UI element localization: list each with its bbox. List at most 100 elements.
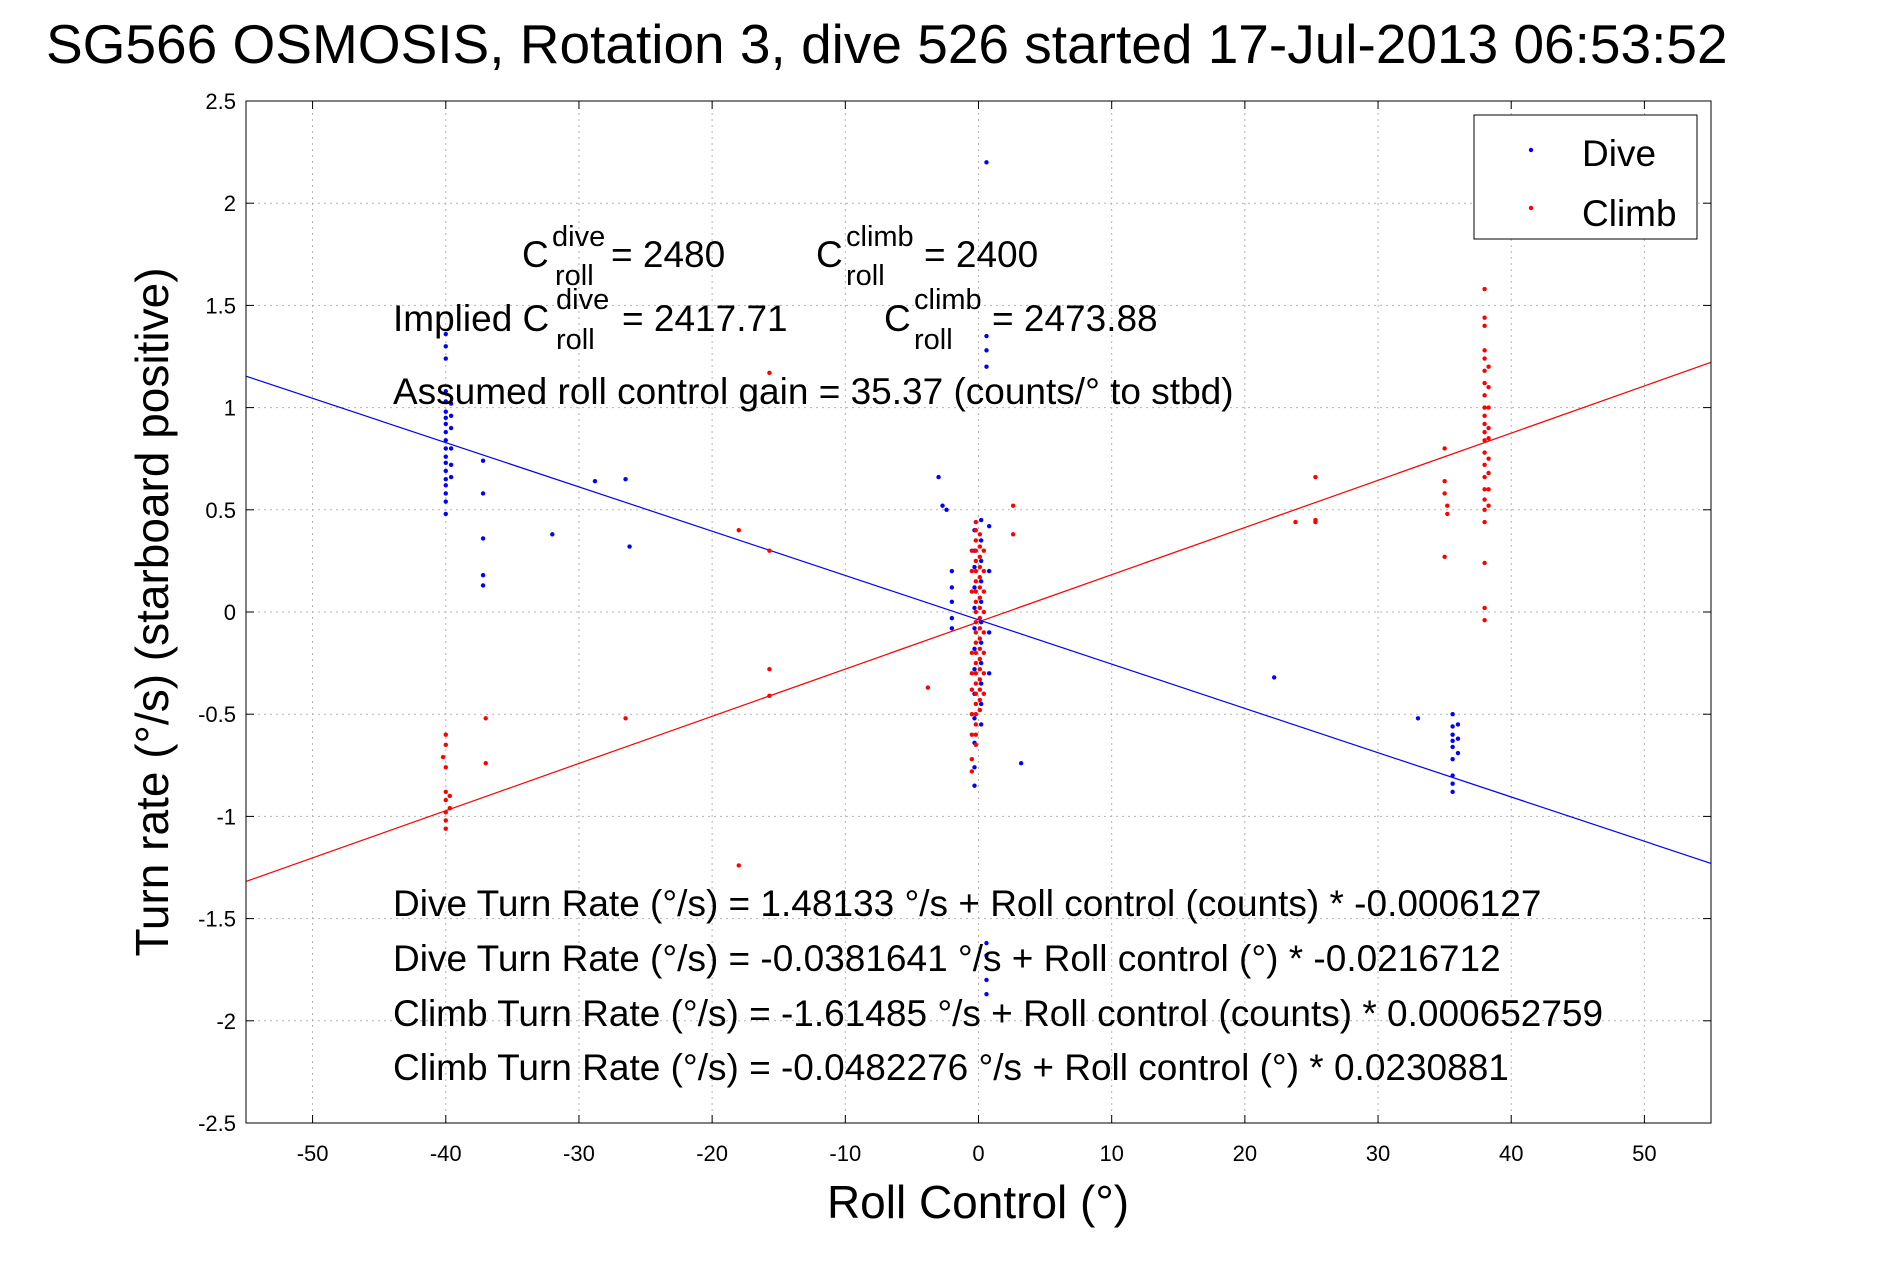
dive-point xyxy=(443,399,448,404)
dive-point xyxy=(443,468,448,474)
climb-point xyxy=(1482,380,1487,386)
gain-annotation: Assumed roll control gain = 35.37 (count… xyxy=(393,371,1234,412)
dive-point xyxy=(443,415,448,421)
y-tick-label: -0.5 xyxy=(198,702,236,727)
climb-point xyxy=(973,519,979,525)
climb-point xyxy=(977,585,983,590)
dive-point xyxy=(550,532,555,537)
dive-point xyxy=(984,348,989,353)
equation-climb-counts: Climb Turn Rate (°/s) = -1.61485 °/s + R… xyxy=(393,993,1603,1034)
climb-point xyxy=(969,548,975,553)
climb-point xyxy=(969,732,975,737)
climb-point xyxy=(977,605,983,611)
implied-climb-label: C xyxy=(884,298,911,339)
dive-point xyxy=(986,523,992,529)
climb-point xyxy=(977,697,983,703)
dive-point xyxy=(1450,744,1455,750)
dive-point xyxy=(972,765,977,770)
axis-ticks: -50 -40 -30 -20 -10 0 10 20 30 40 50 2.5 2 1.5 1 0.5 0 -0… xyxy=(198,89,1711,1166)
climb-point xyxy=(1482,617,1487,623)
x-tick-label: -30 xyxy=(563,1141,595,1166)
climb-point xyxy=(977,615,983,621)
dive-point xyxy=(949,615,955,621)
climb-point xyxy=(977,667,983,672)
climb-point xyxy=(1482,450,1487,455)
chart-title: SG566 OSMOSIS, Rotation 3, dive 526 star… xyxy=(46,13,1728,75)
climb-point xyxy=(977,564,983,570)
climb-point xyxy=(1486,425,1491,431)
dive-point xyxy=(443,454,448,459)
dive-point xyxy=(936,474,941,480)
climb-point xyxy=(973,681,979,686)
climb-series xyxy=(440,286,1491,868)
climb-point xyxy=(443,732,448,737)
y-axis-label: Turn rate (°/s) (starboard positive) xyxy=(126,267,178,956)
dive-point xyxy=(986,630,992,635)
legend: Dive Climb xyxy=(1473,114,1698,240)
climb-point xyxy=(1482,368,1487,374)
climb-point xyxy=(977,544,983,549)
dive-point xyxy=(480,573,486,578)
dive-point xyxy=(443,460,448,465)
y-tick-label: 2 xyxy=(224,191,236,216)
y-tick-label: -2 xyxy=(216,1009,236,1034)
x-tick-label: -20 xyxy=(696,1141,728,1166)
climb-point xyxy=(981,589,987,594)
dive-point xyxy=(972,667,977,672)
dive-point xyxy=(972,783,977,788)
dive-point xyxy=(940,503,945,508)
climb-point xyxy=(977,636,983,641)
implied-dive-sub: roll xyxy=(556,324,595,356)
climb-point xyxy=(977,677,983,682)
dive-point xyxy=(480,458,486,463)
climb-point xyxy=(969,712,975,717)
climb-point xyxy=(767,693,772,699)
climb-point xyxy=(443,789,448,795)
dive-series xyxy=(443,160,1461,997)
dive-point xyxy=(984,160,989,165)
dive-point xyxy=(1455,736,1461,741)
climb-point xyxy=(736,863,741,868)
dive-point xyxy=(623,476,628,482)
dive-point xyxy=(978,640,984,645)
legend-climb-marker xyxy=(1528,205,1534,211)
climb-point xyxy=(1482,323,1487,329)
c-climb-label: C xyxy=(816,234,843,275)
dive-point xyxy=(1450,773,1455,778)
dive-point xyxy=(448,446,454,451)
climb-point xyxy=(973,671,979,676)
climb-point xyxy=(973,528,979,533)
dive-point xyxy=(448,474,454,480)
climb-point xyxy=(981,691,987,696)
dive-point xyxy=(443,476,448,482)
climb-point xyxy=(443,826,448,831)
dive-point xyxy=(592,478,598,484)
climb-point xyxy=(1486,470,1491,476)
dive-point xyxy=(443,409,448,414)
climb-point xyxy=(977,646,983,651)
dive-point xyxy=(480,536,486,541)
dive-point xyxy=(448,462,454,468)
climb-point xyxy=(1293,519,1298,525)
dive-point xyxy=(1018,761,1024,766)
y-tick-label: -1.5 xyxy=(198,907,236,932)
climb-point xyxy=(1482,519,1487,525)
dive-point xyxy=(443,499,448,504)
climb-point xyxy=(973,732,979,737)
legend-dive-marker xyxy=(1528,147,1534,153)
dive-point xyxy=(984,992,989,997)
dive-point xyxy=(443,429,448,435)
climb-point xyxy=(1313,474,1318,480)
dive-point xyxy=(949,585,955,590)
climb-point xyxy=(973,712,979,717)
dive-point xyxy=(978,599,984,604)
climb-point xyxy=(443,742,448,748)
c-climb-sub: roll xyxy=(846,260,885,292)
climb-point xyxy=(973,609,979,615)
dive-point xyxy=(984,333,989,339)
climb-point xyxy=(977,554,983,560)
dive-point xyxy=(443,331,448,337)
dive-point xyxy=(949,599,955,604)
dive-point xyxy=(972,646,977,651)
climb-point xyxy=(623,716,628,721)
